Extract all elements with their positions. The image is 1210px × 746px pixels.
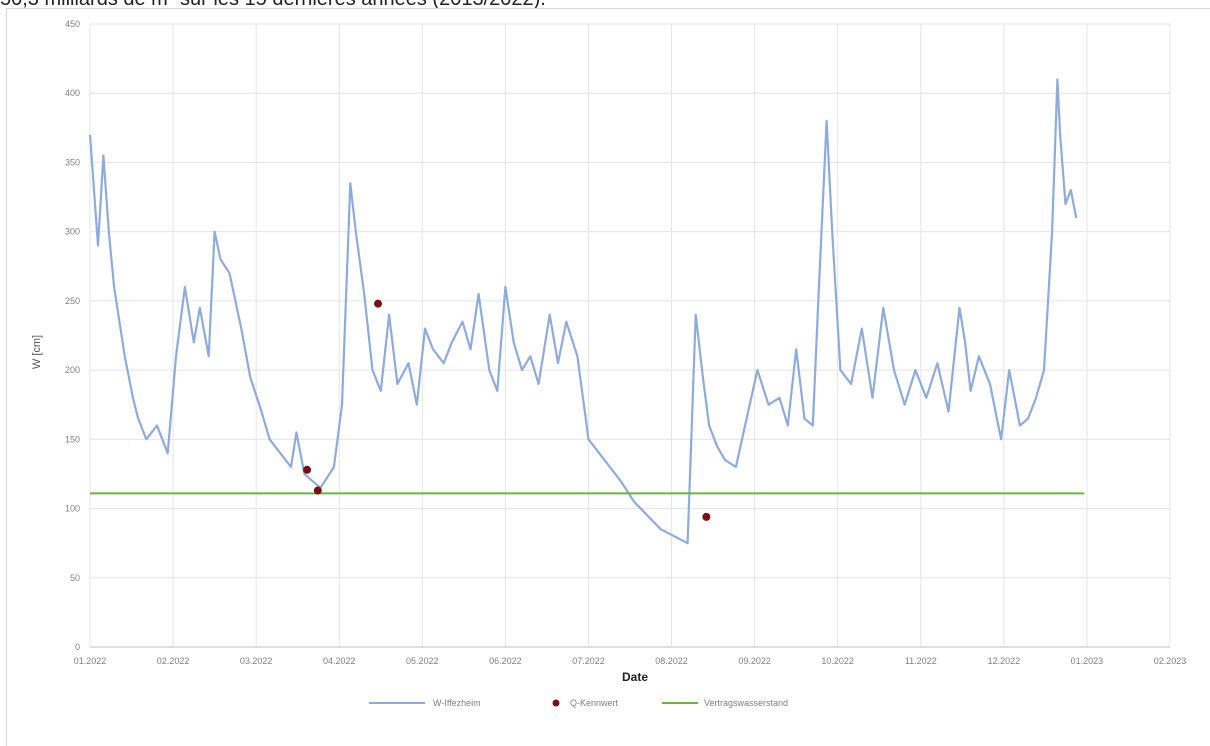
y-tick-label: 200: [65, 365, 80, 375]
q-kennwert-point: [374, 299, 382, 308]
y-tick-label: 450: [65, 19, 80, 29]
x-tick-label: 02.2022: [157, 656, 190, 666]
q-kennwert-point: [702, 512, 711, 521]
legend: W-Iffezheim Q-Kennwert Vertragswasserstand: [369, 698, 788, 708]
chart-frame: [6, 8, 1210, 746]
x-tick-labels: 01.2022 02.2022 03.2022 04.2022 05.2022 06.20…: [74, 656, 1187, 666]
series-layer: [88, 78, 1085, 545]
y-tick-label: 100: [65, 504, 80, 514]
legend-label: W-Iffezheim: [433, 698, 481, 708]
q-kennwert-point: [313, 486, 322, 495]
caption-text: 50,3 milliards de m³ sur les 15 dernière…: [0, 0, 1210, 10]
x-tick-label: 05.2022: [406, 656, 439, 666]
x-tick-label: 02.2023: [1154, 656, 1187, 666]
y-tick-label: 150: [65, 434, 80, 444]
x-tick-label: 11.2022: [905, 656, 937, 666]
series-line-w-iffezheim: [88, 78, 1078, 545]
y-axis-label: W [cm]: [31, 335, 43, 369]
x-tick-label: 01.2023: [1071, 656, 1104, 666]
legend-label: Vertragswasserstand: [704, 698, 788, 708]
x-tick-label: 10.2022: [821, 656, 854, 666]
x-tick-label: 08.2022: [655, 656, 688, 666]
y-tick-labels: 0 50 100 150 200 250 300 350 400 450: [65, 19, 80, 652]
grid-lines: [89, 23, 1171, 648]
y-tick-label: 400: [65, 88, 80, 98]
x-tick-label: 09.2022: [738, 656, 771, 666]
y-tick-label: 300: [65, 227, 80, 237]
x-tick-label: 01.2022: [74, 656, 107, 666]
y-tick-label: 250: [65, 296, 80, 306]
x-tick-label: 12.2022: [988, 656, 1021, 666]
y-tick-label: 0: [75, 642, 80, 652]
x-tick-label: 07.2022: [572, 656, 605, 666]
y-tick-label: 50: [70, 573, 80, 583]
legend-marker: [552, 699, 560, 707]
x-axis-label: Date: [622, 670, 648, 684]
q-kennwert-point: [303, 465, 312, 474]
x-tick-label: 03.2022: [240, 656, 273, 666]
x-tick-label: 06.2022: [489, 656, 522, 666]
y-tick-label: 350: [65, 157, 80, 167]
legend-label: Q-Kennwert: [570, 698, 619, 708]
x-tick-label: 04.2022: [323, 656, 356, 666]
